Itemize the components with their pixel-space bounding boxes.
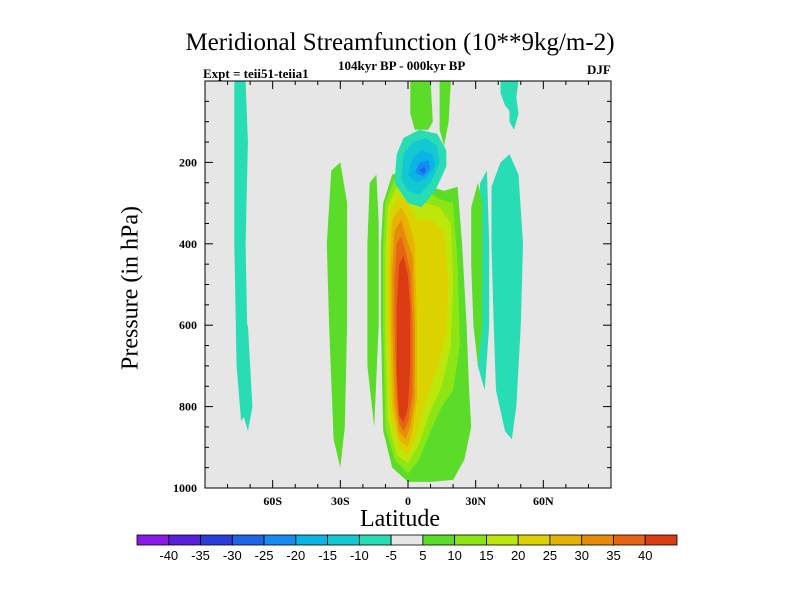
contour-upper-positive-strip <box>439 81 451 147</box>
colorbar-label: -15 <box>318 548 337 563</box>
contour-northern-upper-negative-core <box>419 166 426 174</box>
contour-regions <box>234 81 523 482</box>
colorbar-swatch <box>613 534 646 546</box>
contour-northern-mid-lat-positive-strip <box>471 182 483 366</box>
season-label: DJF <box>587 62 611 77</box>
contour-northern-mid-lat-negative-cell <box>491 154 523 440</box>
x-axis-label: Latitude <box>360 506 440 532</box>
colorbar-swatch <box>454 534 487 546</box>
colorbar-swatch <box>422 534 456 546</box>
colorbar-swatch <box>136 534 170 546</box>
colorbar-label: 30 <box>574 548 588 563</box>
x-tick-label: 0 <box>405 494 411 508</box>
x-tick-label: 30N <box>465 494 486 508</box>
colorbar-label: 40 <box>638 548 652 563</box>
contour-northern-high-upper-negative-strip-2 <box>509 97 519 130</box>
colorbar-swatch <box>486 534 519 546</box>
x-tick-label: 60S <box>263 494 282 508</box>
colorbar-swatch <box>231 534 265 546</box>
colorbar-label: -30 <box>223 548 242 563</box>
y-tick-label: 200 <box>179 155 197 169</box>
colorbar-swatch <box>295 534 328 546</box>
chart-title: Meridional Streamfunction (10**9kg/m-2) <box>185 29 615 56</box>
colorbar-label: 20 <box>511 548 525 563</box>
colorbar-label: -25 <box>255 548 274 563</box>
colorbar-label: -5 <box>385 548 397 563</box>
colorbar-label: 35 <box>606 548 620 563</box>
y-tick-label: 800 <box>179 400 197 414</box>
experiment-label: Expt = teii51-teiia1 <box>203 66 309 81</box>
colorbar-swatch <box>581 534 614 546</box>
colorbar-swatch <box>517 534 551 546</box>
x-tick-label: 60N <box>533 494 554 508</box>
y-tick-label: 600 <box>179 318 197 332</box>
colorbar-swatch <box>358 534 392 546</box>
x-axis-ticks: 60S 30S 0 30N 60N <box>204 81 612 508</box>
colorbar-label: -10 <box>350 548 369 563</box>
y-tick-label: 1000 <box>173 481 197 495</box>
contour-southern-subtropic-positive-strip-2 <box>367 174 379 427</box>
contour-southern-high-lat-negative-tail <box>243 325 253 431</box>
colorbar-swatch <box>263 534 297 546</box>
colorbar-label: -35 <box>191 548 210 563</box>
colorbar-label: 5 <box>419 548 426 563</box>
colorbar: -40 -35 -30 -25 -20 -15 -10 -5 5 10 15 20 25 30 35 40 <box>136 534 678 563</box>
colorbar-label: 25 <box>543 548 557 563</box>
colorbar-swatch <box>390 534 424 546</box>
colorbar-swatch <box>200 534 233 546</box>
contour-southern-subtropic-positive-strip <box>326 162 348 468</box>
colorbar-swatch <box>644 534 678 546</box>
contour-hadley-cell-core <box>396 256 411 423</box>
colorbar-label: -20 <box>286 548 305 563</box>
colorbar-label: -40 <box>159 548 178 563</box>
colorbar-swatch <box>549 534 583 546</box>
contour-upper-positive-cap <box>410 81 433 130</box>
x-tick-label: 30S <box>331 494 350 508</box>
colorbar-swatch <box>168 534 201 546</box>
y-tick-label: 400 <box>179 237 197 251</box>
colorbar-swatch <box>327 534 360 546</box>
colorbar-label: 15 <box>479 548 493 563</box>
colorbar-label: 10 <box>447 548 461 563</box>
chart-subtitle: 104kyr BP - 000kyr BP <box>338 58 466 73</box>
y-axis-ticks: 200 400 600 800 1000 <box>173 80 611 495</box>
